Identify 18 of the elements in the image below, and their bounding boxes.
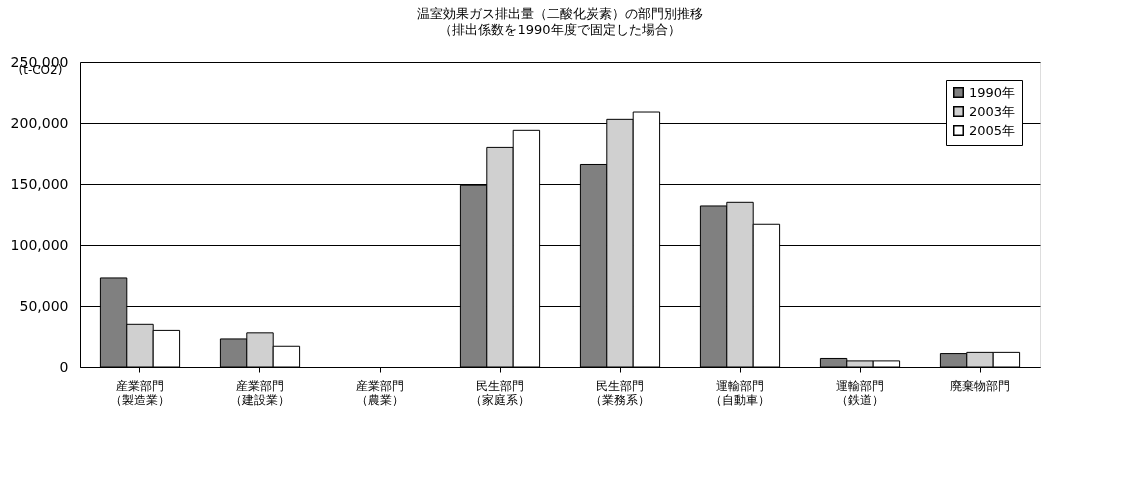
y-tick-label: 100,000: [10, 236, 69, 253]
x-tick-label: 廃棄物部門: [950, 378, 1010, 393]
legend-label: 2003年: [969, 103, 1016, 119]
x-tick-label: 民生部門（家庭系）: [470, 378, 530, 407]
y-tick-label: 150,000: [10, 175, 69, 192]
x-tick-label: 運輸部門（自動車）: [710, 378, 770, 407]
x-tick-label: 産業部門（製造業）: [110, 378, 170, 407]
y-tick-label: 0: [59, 358, 69, 375]
x-tick-label: 運輸部門（鉄道）: [836, 378, 884, 407]
x-tick-label: 産業部門（建設業）: [230, 378, 290, 407]
chart-subtitle: （排出係数を1990年度で固定した場合）: [439, 22, 681, 37]
x-tick-label: 民生部門（業務系）: [590, 378, 650, 407]
x-tick-label: 産業部門（農業）: [356, 378, 404, 407]
chart-title: 温室効果ガス排出量（二酸化炭素）の部門別推移: [417, 6, 703, 21]
legend-label: 1990年: [969, 84, 1016, 100]
y-tick-label: 50,000: [19, 297, 69, 314]
y-tick-label: 200,000: [10, 114, 69, 131]
legend-label: 2005年: [969, 122, 1016, 138]
